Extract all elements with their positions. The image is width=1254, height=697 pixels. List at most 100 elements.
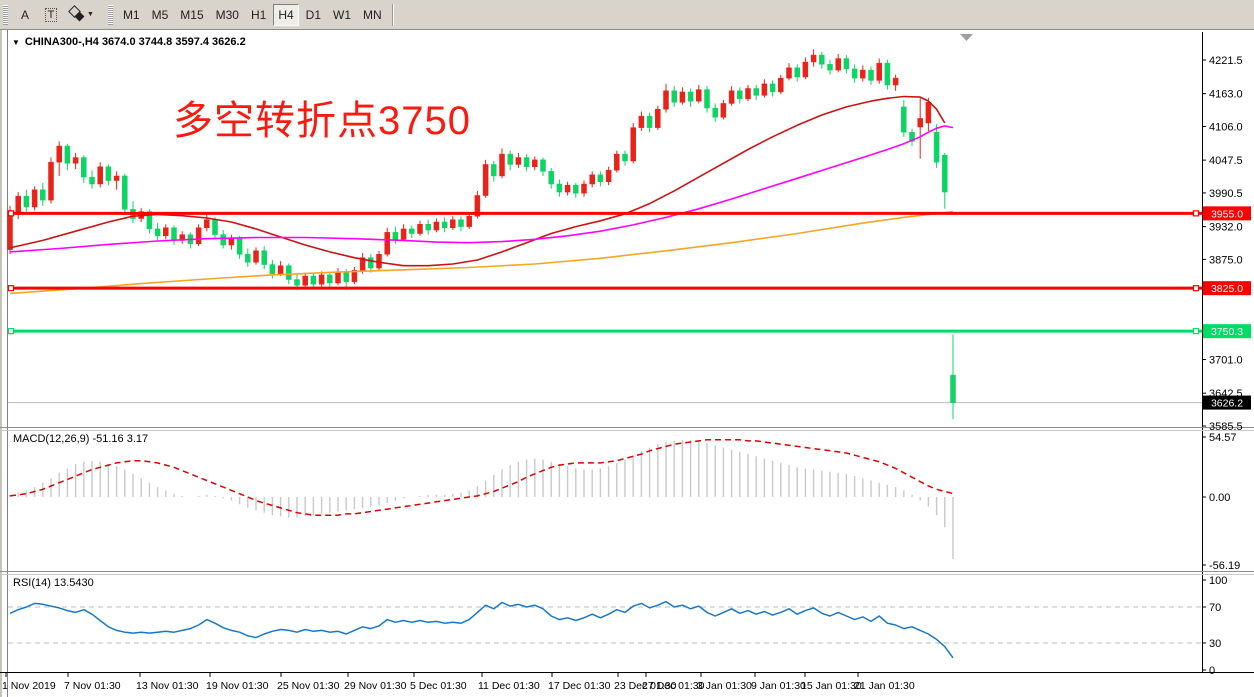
timeframe-m30[interactable]: M30 — [215, 7, 239, 22]
price-badge-text: 3955.0 — [1211, 208, 1243, 220]
text-box-icon: T — [44, 7, 58, 22]
timeframe-h1[interactable]: H1 — [250, 7, 267, 22]
candle-body — [15, 195, 21, 214]
toolbar-end-separator — [391, 3, 394, 26]
candle-body — [48, 161, 54, 201]
rsi-line — [9, 600, 954, 659]
macd-tick-label: 54.57 — [1209, 432, 1237, 444]
candle-body — [335, 272, 341, 284]
candle-body — [540, 159, 546, 172]
candle-body — [769, 83, 776, 93]
time-tick-label: 25 Nov 01:30 — [277, 680, 340, 692]
text-box-tool-button[interactable]: T — [39, 4, 63, 26]
hline-handle[interactable] — [1192, 285, 1200, 292]
macd-histogram — [9, 439, 954, 559]
hline-handle[interactable] — [7, 285, 15, 292]
candle-body — [564, 184, 571, 193]
candle-body — [400, 228, 407, 240]
timeframe-mn[interactable]: MN — [363, 7, 382, 22]
timeframe-h4[interactable]: H4 — [273, 3, 299, 26]
macd-indicator-label: MACD(12,26,9) -51.16 3.17 — [13, 433, 149, 445]
hline-handle[interactable] — [1192, 328, 1200, 335]
candle-body — [671, 90, 677, 103]
candle-body — [154, 228, 161, 237]
candle-body — [655, 108, 661, 128]
rsi-indicator-label: RSI(14) 13.5430 — [13, 577, 94, 589]
chart-annotation-text[interactable]: 多空转折点3750 — [173, 99, 471, 143]
candle-body — [884, 62, 891, 86]
candle-body — [868, 69, 874, 81]
time-tick-label: 17 Dec 01:30 — [548, 680, 611, 692]
candle-body — [589, 174, 595, 185]
candle-body — [499, 153, 505, 177]
candle-body — [687, 91, 694, 102]
candle-body — [294, 279, 300, 286]
candle-body — [220, 234, 226, 246]
candle-body — [515, 157, 522, 165]
price-badge-text: 3825.0 — [1211, 283, 1243, 295]
rsi-tick-label: 0 — [1209, 665, 1215, 677]
candle-body — [269, 264, 276, 275]
candle-body — [327, 274, 333, 284]
candle-body — [228, 237, 235, 246]
toolbar-grip[interactable] — [3, 4, 8, 25]
candle-body — [359, 257, 366, 271]
timeframe-m1[interactable]: M1 — [122, 7, 140, 22]
candle-body — [778, 77, 784, 93]
hline-handle[interactable] — [7, 210, 15, 217]
candle-body — [523, 157, 530, 167]
time-tick-label: 11 Dec 01:30 — [478, 680, 540, 692]
candle-body — [605, 169, 612, 182]
candle-body — [376, 253, 382, 269]
candle-body — [409, 228, 415, 234]
candles — [7, 49, 956, 420]
candle-body — [64, 145, 71, 164]
candle-body — [507, 153, 513, 165]
candle-body — [441, 221, 448, 229]
candle-body — [318, 274, 325, 285]
candle-body — [466, 215, 472, 227]
candle-body — [704, 89, 710, 109]
candle-body — [737, 90, 743, 100]
chart-shift-marker-icon[interactable] — [960, 34, 973, 41]
price-tick-label: 4047.5 — [1209, 155, 1243, 167]
candle-body — [728, 90, 735, 104]
candle-body — [786, 67, 792, 79]
hline-handle[interactable] — [1192, 210, 1200, 217]
hline-price-badge: 3955.0 — [1203, 206, 1251, 221]
price-tick-label: 3932.0 — [1209, 222, 1243, 234]
candle-body — [679, 91, 686, 103]
time-tick-label: 29 Nov 01:30 — [344, 680, 407, 692]
candle-body — [113, 175, 120, 181]
chart-title: ▼ CHINA300-,H4 3674.0 3744.8 3597.4 3626… — [12, 36, 246, 48]
candle-body — [245, 253, 251, 263]
candle-body — [597, 174, 604, 182]
text-label-tool-button[interactable]: A — [13, 4, 37, 26]
timeframe-m15[interactable]: M15 — [180, 7, 204, 22]
candle-body — [753, 88, 759, 96]
candle-body — [450, 219, 456, 228]
candle-body — [392, 232, 399, 240]
toolbar-separator-grip[interactable] — [107, 4, 113, 25]
candle-body — [556, 183, 563, 193]
candle-body — [745, 88, 751, 100]
candle-body — [302, 275, 308, 286]
candle-body — [638, 115, 645, 128]
dropdown-arrow-icon: ▼ — [87, 11, 94, 18]
candle-body — [89, 176, 95, 185]
macd-signal-line — [9, 439, 954, 516]
timeframe-d1[interactable]: D1 — [305, 7, 321, 22]
price-tick-label: 4106.0 — [1209, 121, 1243, 133]
time-tick-label: 23 Dec 01:30 — [614, 680, 677, 692]
candle-body — [630, 127, 636, 162]
timeframe-w1[interactable]: W1 — [333, 7, 351, 22]
timeframe-m5[interactable]: M5 — [151, 7, 169, 22]
candle-body — [819, 54, 825, 65]
hline-handle[interactable] — [7, 328, 15, 335]
price-badge-bg — [1203, 281, 1251, 296]
chart-title-dropdown-icon[interactable]: ▼ — [12, 37, 20, 47]
candle-body — [351, 270, 358, 283]
arrow-style-tool-button[interactable]: ▼ — [65, 4, 99, 26]
rsi-tick-label: 70 — [1209, 602, 1221, 614]
